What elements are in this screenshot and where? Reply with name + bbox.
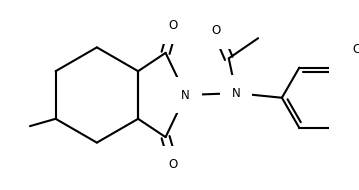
Text: O: O	[168, 19, 178, 32]
Text: O: O	[211, 24, 220, 37]
Text: Cl: Cl	[352, 43, 359, 56]
Text: O: O	[168, 158, 178, 171]
Text: N: N	[232, 87, 241, 100]
Text: N: N	[181, 89, 190, 101]
